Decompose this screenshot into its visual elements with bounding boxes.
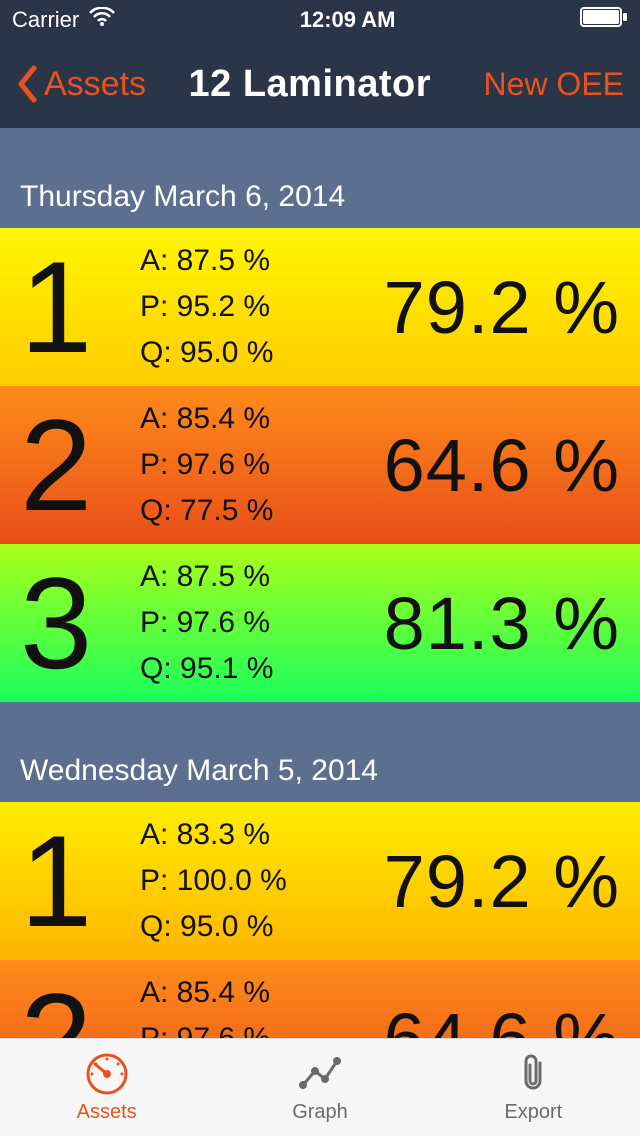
- entry-metrics: A: 85.4 % P: 97.6 % Q: 77.5 %: [140, 402, 350, 528]
- carrier-label: Carrier: [12, 7, 79, 33]
- chevron-left-icon: [16, 65, 38, 103]
- metric-q: Q: 77.5 %: [140, 494, 350, 528]
- entry-index: 1: [20, 242, 140, 372]
- entry-oee-percent: 64.6 %: [350, 997, 620, 1039]
- tab-label: Graph: [292, 1101, 348, 1124]
- status-time: 12:09 AM: [300, 7, 396, 33]
- metric-a: A: 85.4 %: [140, 402, 350, 436]
- new-oee-button[interactable]: New OEE: [484, 66, 624, 103]
- entry-metrics: A: 85.4 %P: 97.6 %Q: 77.5 %: [140, 976, 350, 1038]
- metric-a: A: 85.4 %: [140, 976, 350, 1010]
- tab-export[interactable]: Export: [427, 1039, 640, 1136]
- entry-index: 2: [20, 400, 140, 530]
- tab-label: Export: [504, 1101, 562, 1124]
- section-date: Wednesday March 5, 2014: [0, 702, 640, 802]
- metric-p: P: 97.6 %: [140, 448, 350, 482]
- metric-p: P: 97.6 %: [140, 1022, 350, 1038]
- back-button[interactable]: Assets: [16, 65, 146, 104]
- oee-entry[interactable]: 2A: 85.4 %P: 97.6 %Q: 77.5 %64.6 %: [0, 960, 640, 1038]
- tab-graph[interactable]: Graph: [213, 1039, 426, 1136]
- section-date: Thursday March 6, 2014: [0, 128, 640, 228]
- oee-entry[interactable]: 2A: 85.4 % P: 97.6 % Q: 77.5 %64.6 %: [0, 386, 640, 544]
- entry-metrics: A: 87.5 % P: 95.2 % Q: 95.0 %: [140, 244, 350, 370]
- tab-assets[interactable]: Assets: [0, 1039, 213, 1136]
- entry-metrics: A: 83.3 % P: 100.0 % Q: 95.0 %: [140, 818, 350, 944]
- entry-oee-percent: 79.2 %: [350, 265, 620, 350]
- oee-entry[interactable]: 1A: 83.3 % P: 100.0 % Q: 95.0 %79.2 %: [0, 802, 640, 960]
- metric-q: Q: 95.0 %: [140, 336, 350, 370]
- page-title: 12 Laminator: [136, 63, 483, 106]
- metric-p: P: 95.2 %: [140, 290, 350, 324]
- entries-list[interactable]: Thursday March 6, 20141A: 87.5 %P: 95.2 …: [0, 128, 640, 1038]
- entry-index: 1: [20, 816, 140, 946]
- tab-bar: Assets Graph Export: [0, 1038, 640, 1136]
- nav-bar: Assets 12 Laminator New OEE: [0, 40, 640, 128]
- status-bar: Carrier 12:09 AM: [0, 0, 640, 40]
- entry-oee-percent: 64.6 %: [350, 423, 620, 508]
- metric-p: P: 97.6 %: [140, 606, 350, 640]
- entry-index: 3: [20, 558, 140, 688]
- back-label: Assets: [44, 65, 146, 104]
- oee-entry[interactable]: 1A: 87.5 % P: 95.2 % Q: 95.0 %79.2 %: [0, 228, 640, 386]
- tab-label: Assets: [77, 1101, 137, 1124]
- status-left: Carrier: [12, 7, 115, 33]
- metric-a: A: 87.5 %: [140, 560, 350, 594]
- oee-entry[interactable]: 3A: 87.5 % P: 97.6 % Q: 95.1 %81.3 %: [0, 544, 640, 702]
- entry-metrics: A: 87.5 % P: 97.6 % Q: 95.1 %: [140, 560, 350, 686]
- wifi-icon: [89, 7, 115, 33]
- metric-p: P: 100.0 %: [140, 864, 350, 898]
- battery-icon: [580, 7, 628, 33]
- entry-oee-percent: 79.2 %: [350, 839, 620, 924]
- entry-index: 2: [20, 974, 140, 1038]
- gauge-icon: [84, 1051, 130, 1097]
- metric-a: A: 83.3 %: [140, 818, 350, 852]
- metric-q: Q: 95.1 %: [140, 652, 350, 686]
- graph-icon: [297, 1051, 343, 1097]
- metric-q: Q: 95.0 %: [140, 910, 350, 944]
- paperclip-icon: [510, 1051, 556, 1097]
- metric-a: A: 87.5 %: [140, 244, 350, 278]
- entry-oee-percent: 81.3 %: [350, 581, 620, 666]
